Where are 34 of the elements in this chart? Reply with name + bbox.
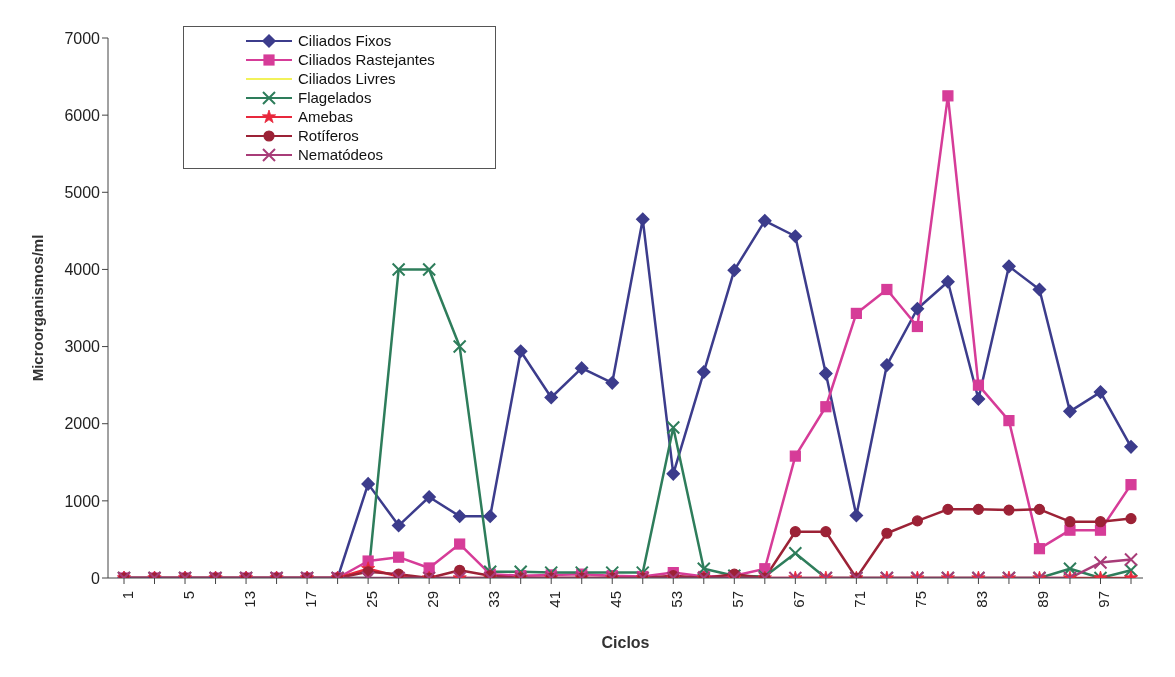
legend-label: Ciliados Livres <box>298 70 396 87</box>
x-tick-label: 89 <box>1034 591 1052 608</box>
y-tick-label: 2000 <box>64 415 101 433</box>
x-tick-label: 83 <box>973 591 991 608</box>
x-tick-label: 1 <box>118 591 136 600</box>
x-tick-label: 13 <box>240 591 258 608</box>
legend-label: Amebas <box>298 108 354 125</box>
x-tick-label: 53 <box>667 591 685 608</box>
y-tick-label: 0 <box>91 569 101 587</box>
legend-label: Nematódeos <box>298 146 384 163</box>
x-tick-label: 75 <box>912 591 930 608</box>
legend-label: Ciliados Rastejantes <box>298 51 435 68</box>
x-tick-label: 71 <box>851 591 869 608</box>
x-tick-label: 25 <box>362 591 380 608</box>
legend-label: Ciliados Fixos <box>298 32 392 49</box>
x-tick-label: 29 <box>423 591 441 608</box>
x-axis-title: Ciclos <box>601 634 650 651</box>
y-tick-label: 3000 <box>64 338 101 356</box>
x-tick-label: 97 <box>1095 591 1113 608</box>
y-tick-label: 1000 <box>64 492 101 510</box>
x-tick-label: 33 <box>484 591 502 608</box>
x-tick-label: 41 <box>545 591 563 608</box>
legend-label: Rotíferos <box>298 127 359 144</box>
x-tick-label: 57 <box>728 591 746 608</box>
x-tick-label: 67 <box>789 591 807 608</box>
y-tick-label: 5000 <box>64 183 101 201</box>
x-tick-label: 17 <box>301 591 319 608</box>
y-axis-title: Microorganismos/ml <box>29 234 47 382</box>
x-tick-label: 5 <box>179 591 197 600</box>
legend-label: Flagelados <box>298 89 372 106</box>
y-tick-label: 4000 <box>64 261 101 279</box>
y-tick-label: 6000 <box>64 106 101 124</box>
x-tick-label: 45 <box>606 591 624 608</box>
y-tick-label: 7000 <box>64 29 101 47</box>
